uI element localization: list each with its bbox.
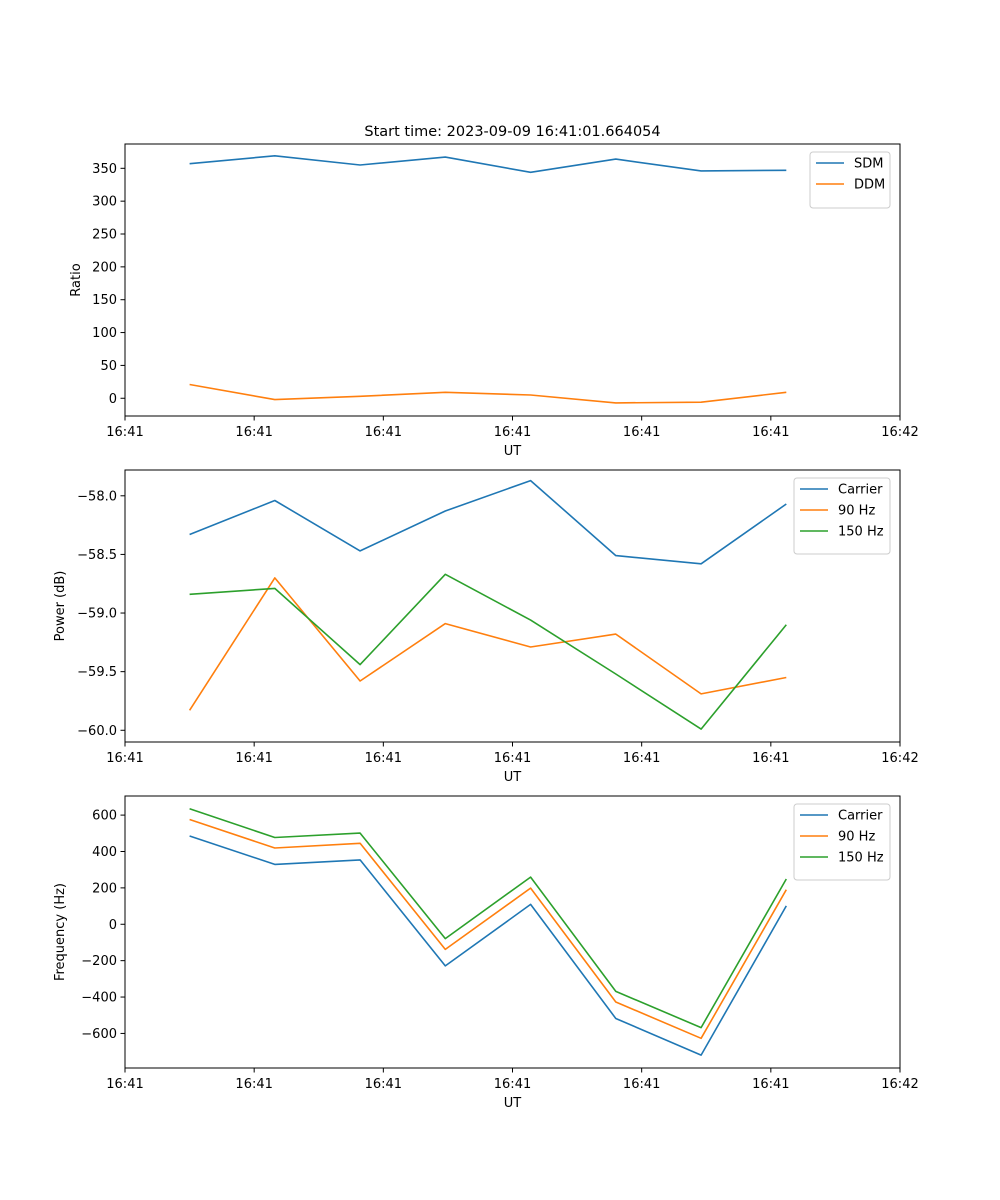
legend-label: 150 Hz — [838, 851, 884, 866]
series-line-sdm — [189, 155, 787, 174]
x-tick-label: 16:41 — [365, 425, 402, 440]
y-tick-label: 200 — [92, 260, 117, 275]
series-line-carrier — [189, 835, 787, 1056]
legend-label: 150 Hz — [838, 525, 884, 540]
x-tick-label: 16:41 — [494, 751, 531, 766]
chart-panel-1: 16:41 16:41 16:41 16:41 16:41 16:41 16:42 0 50 10… — [69, 143, 919, 459]
x-tick-label: 16:41 — [235, 751, 272, 766]
x-tick-label: 16:41 — [623, 751, 660, 766]
legend-label: Carrier — [838, 809, 883, 824]
y-tick-label: 400 — [92, 845, 117, 860]
x-tick-label: 16:41 — [235, 425, 272, 440]
x-tick-label: 16:41 — [235, 1077, 272, 1092]
y-tick-label: −59.5 — [77, 665, 117, 680]
series-line-90-hz — [189, 818, 787, 1040]
y-tick-label: 600 — [92, 809, 117, 824]
x-tick-label: 16:41 — [752, 1077, 789, 1092]
y-tick-label: −400 — [81, 991, 117, 1006]
legend-box — [809, 151, 891, 209]
figure-title: Start time: 2023-09-09 16:41:01.664054 — [364, 124, 660, 140]
legend-label: SDM — [854, 157, 883, 172]
plot-area — [124, 469, 901, 743]
x-tick-label: 16:41 — [106, 1077, 143, 1092]
x-tick-label: 16:41 — [623, 1077, 660, 1092]
x-tick-label: 16:41 — [752, 425, 789, 440]
series-line-90-hz — [188, 577, 787, 711]
legend-label: 90 Hz — [838, 504, 875, 519]
legend: Carrier 90 Hz 150 Hz — [793, 477, 891, 555]
y-tick-label: 0 — [109, 918, 117, 933]
chart-panel-3: 16:41 16:41 16:41 16:41 16:41 16:41 16:42 −600 −… — [53, 795, 919, 1111]
legend-label: Carrier — [838, 483, 883, 498]
x-tick-label: 16:41 — [106, 751, 143, 766]
x-tick-label: 16:41 — [623, 425, 660, 440]
x-tick-label: 16:41 — [752, 751, 789, 766]
legend-label: 90 Hz — [838, 830, 875, 845]
legend-label: DDM — [854, 178, 885, 193]
x-tick-label: 16:42 — [881, 425, 918, 440]
y-tick-label: 300 — [92, 195, 117, 210]
y-tick-label: 150 — [92, 293, 117, 308]
y-tick-label: −58.5 — [77, 548, 117, 563]
y-tick-label: −200 — [81, 954, 117, 969]
x-tick-label: 16:41 — [365, 1077, 402, 1092]
y-tick-label: 200 — [92, 881, 117, 896]
charts-container: 16:41 16:41 16:41 16:41 16:41 16:41 16:42 0 50 10… — [53, 143, 919, 1111]
y-tick-label: −59.0 — [77, 607, 117, 622]
x-tick-label: 16:42 — [881, 1077, 918, 1092]
y-tick-label: 0 — [109, 392, 117, 407]
x-tick-label: 16:41 — [365, 751, 402, 766]
series-line-carrier — [189, 479, 787, 565]
x-tick-label: 16:42 — [881, 751, 918, 766]
y-tick-label: 250 — [92, 228, 117, 243]
x-axis-label: UT — [504, 444, 522, 459]
y-tick-label: −600 — [81, 1027, 117, 1042]
x-tick-label: 16:41 — [494, 1077, 531, 1092]
series-line-150-hz — [189, 573, 787, 730]
legend: Carrier 90 Hz 150 Hz — [793, 803, 891, 881]
y-tick-label: 50 — [100, 359, 117, 374]
legend-box — [793, 803, 891, 881]
y-axis-label: Frequency (Hz) — [53, 883, 68, 981]
y-tick-label: 350 — [92, 162, 117, 177]
series-line-150-hz — [189, 807, 787, 1029]
x-tick-label: 16:41 — [106, 425, 143, 440]
chart-panel-2: 16:41 16:41 16:41 16:41 16:41 16:41 16:42 −60.0… — [53, 469, 919, 785]
y-tick-label: −60.0 — [77, 724, 117, 739]
plot-area — [124, 143, 901, 417]
legend: SDM DDM — [809, 151, 891, 209]
x-axis-label: UT — [504, 1096, 522, 1111]
y-axis-label: Power (dB) — [53, 571, 68, 642]
y-tick-label: 100 — [92, 326, 117, 341]
x-axis-label: UT — [504, 770, 522, 785]
series-line-ddm — [189, 383, 787, 404]
x-tick-label: 16:41 — [494, 425, 531, 440]
y-tick-label: −58.0 — [77, 489, 117, 504]
y-axis-label: Ratio — [69, 263, 84, 296]
legend-box — [793, 477, 891, 555]
